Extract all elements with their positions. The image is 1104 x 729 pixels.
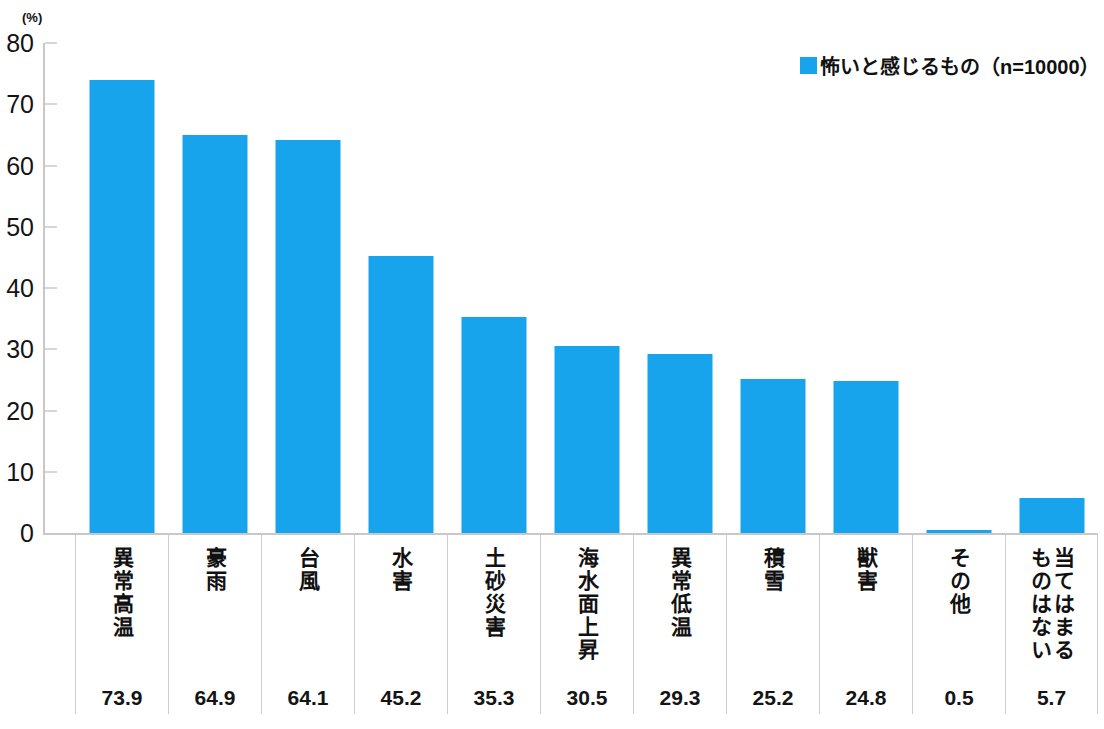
- value-label: 73.9: [102, 687, 143, 708]
- y-tick-label: 70: [0, 90, 34, 119]
- category-column: 海水面上昇 30.5: [540, 43, 633, 714]
- bar-zone: [540, 43, 633, 533]
- bar-zone: [633, 43, 726, 533]
- bar: [833, 381, 898, 533]
- bar-zone: [168, 43, 261, 533]
- y-tick-mark: [45, 42, 57, 44]
- y-tick-label: 0: [0, 519, 34, 548]
- bar-zone: [354, 43, 447, 533]
- y-tick-label: 80: [0, 29, 34, 58]
- label-cell: 豪雨 64.9: [168, 533, 261, 714]
- category-column: 異常高温 73.9: [75, 43, 168, 714]
- bar-zone: [726, 43, 819, 533]
- bar: [461, 317, 526, 533]
- category-label: 異常低温: [668, 547, 691, 639]
- category-column: 獣害 24.8: [819, 43, 912, 714]
- bar: [89, 80, 154, 533]
- y-tick-label: 40: [0, 274, 34, 303]
- category-label: 海水面上昇: [575, 547, 598, 662]
- label-cell: 獣害 24.8: [819, 533, 912, 714]
- label-cell: 土砂災害 35.3: [447, 533, 540, 714]
- bar-chart: (%) 怖いと感じるもの（n=10000） 01020304050607080 …: [0, 0, 1104, 729]
- bar: [182, 135, 247, 533]
- category-label: 水害: [389, 547, 412, 593]
- category-label: 獣害: [854, 547, 877, 593]
- label-cell: 積雪 25.2: [726, 533, 819, 714]
- bar: [740, 379, 805, 533]
- value-label: 25.2: [753, 687, 794, 708]
- bar-zone: [261, 43, 354, 533]
- bar-zone: [1005, 43, 1098, 533]
- y-tick-label: 20: [0, 396, 34, 425]
- y-axis-line: [43, 43, 45, 533]
- category-label: 積雪: [761, 547, 784, 593]
- category-column: 当てはまる ものはない 5.7: [1005, 43, 1098, 714]
- y-tick-mark: [45, 165, 57, 167]
- label-cell: その他 0.5: [912, 533, 1005, 714]
- bar: [1019, 498, 1084, 533]
- y-tick-mark: [45, 471, 57, 473]
- label-cell: 当てはまる ものはない 5.7: [1005, 533, 1098, 714]
- label-cell: 異常高温 73.9: [75, 533, 168, 714]
- category-column: その他 0.5: [912, 43, 1005, 714]
- category-label: その他: [947, 547, 970, 616]
- value-label: 5.7: [1037, 687, 1066, 708]
- bar-zone: [819, 43, 912, 533]
- category-label: 台風: [296, 547, 319, 593]
- y-tick-mark: [45, 410, 57, 412]
- category-label: 土砂災害: [482, 547, 505, 639]
- y-tick-mark: [45, 348, 57, 350]
- value-label: 64.1: [288, 687, 329, 708]
- bar: [368, 256, 433, 533]
- y-tick-mark: [45, 103, 57, 105]
- category-column: 水害 45.2: [354, 43, 447, 714]
- bar: [926, 530, 991, 533]
- value-label: 0.5: [944, 687, 973, 708]
- category-label: 異常高温: [110, 547, 133, 639]
- y-tick-label: 10: [0, 457, 34, 486]
- category-label: 豪雨: [203, 547, 226, 593]
- bar-zone: [912, 43, 1005, 533]
- category-column: 台風 64.1: [261, 43, 354, 714]
- category-column: 土砂災害 35.3: [447, 43, 540, 714]
- y-tick-label: 60: [0, 151, 34, 180]
- label-cell: 異常低温 29.3: [633, 533, 726, 714]
- category-column: 異常低温 29.3: [633, 43, 726, 714]
- bars-and-labels: 異常高温 73.9 豪雨 64.9 台風 64.1 水害 45.2 土砂災害 35.3 海水面上昇 3…: [75, 43, 1098, 714]
- category-label: 当てはまる ものはない: [1028, 547, 1074, 662]
- category-column: 豪雨 64.9: [168, 43, 261, 714]
- value-label: 35.3: [474, 687, 515, 708]
- value-label: 29.3: [660, 687, 701, 708]
- label-cell: 水害 45.2: [354, 533, 447, 714]
- y-tick-label: 30: [0, 335, 34, 364]
- y-tick-mark: [45, 287, 57, 289]
- value-label: 64.9: [195, 687, 236, 708]
- y-tick-mark: [45, 226, 57, 228]
- label-cell: 海水面上昇 30.5: [540, 533, 633, 714]
- label-cell: 台風 64.1: [261, 533, 354, 714]
- bar: [647, 354, 712, 533]
- value-label: 30.5: [567, 687, 608, 708]
- category-column: 積雪 25.2: [726, 43, 819, 714]
- bar-zone: [75, 43, 168, 533]
- bar: [275, 140, 340, 533]
- y-axis-unit-label: (%): [22, 10, 42, 25]
- y-tick-label: 50: [0, 212, 34, 241]
- value-label: 45.2: [381, 687, 422, 708]
- bar: [554, 346, 619, 533]
- bar-zone: [447, 43, 540, 533]
- value-label: 24.8: [846, 687, 887, 708]
